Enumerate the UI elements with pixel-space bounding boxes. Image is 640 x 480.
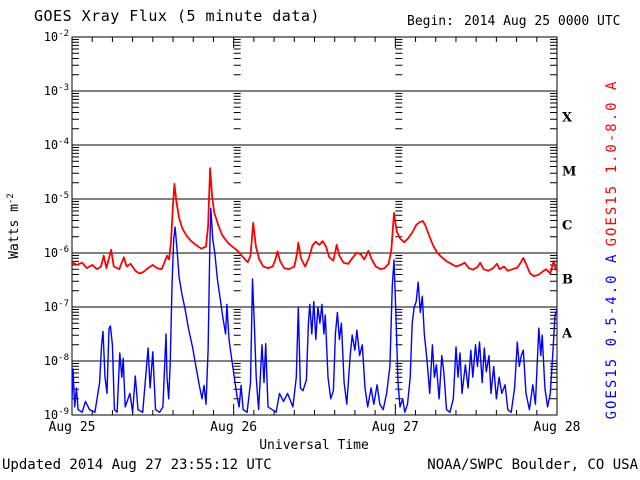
flare-class-c: C <box>562 218 573 234</box>
y-tick-label: 10-5 <box>43 190 69 206</box>
flare-class-b: B <box>562 272 573 288</box>
y-tick-label: 10-3 <box>43 82 69 98</box>
updated-timestamp: Updated 2014 Aug 27 23:55:12 UTC <box>2 457 272 473</box>
x-tick-label: Aug 27 <box>371 420 419 435</box>
begin-label: Begin: <box>407 14 454 29</box>
legend-short-channel: GOES15 0.5-4.0 A <box>604 252 620 420</box>
trace-long-channel <box>72 167 557 278</box>
x-tick-label: Aug 25 <box>48 420 96 435</box>
y-axis-title-base: Watts m <box>7 204 23 259</box>
begin-timestamp: Begin: 2014 Aug 25 0000 UTC <box>407 14 621 29</box>
flare-class-a: A <box>562 326 573 342</box>
trace-short-channel <box>72 207 557 413</box>
y-axis-title-exponent: -2 <box>5 193 16 205</box>
x-tick-label: Aug 28 <box>533 420 581 435</box>
flare-class-m: M <box>562 164 577 180</box>
y-tick-label: 10-4 <box>43 136 69 152</box>
y-tick-label: 10-6 <box>43 244 69 260</box>
y-tick-label: 10-2 <box>43 28 69 44</box>
x-axis-title: Universal Time <box>259 438 369 453</box>
legend-long-channel: GOES15 1.0-8.0 A <box>604 79 620 247</box>
y-tick-label: 10-7 <box>43 298 69 314</box>
flare-class-x: X <box>562 110 573 126</box>
source-credit: NOAA/SWPC Boulder, CO USA <box>427 457 638 473</box>
begin-value: 2014 Aug 25 0000 UTC <box>463 14 621 29</box>
page-title: GOES Xray Flux (5 minute data) <box>34 7 320 25</box>
y-tick-label: 10-9 <box>43 406 69 422</box>
y-axis-title: Watts m-2 <box>6 193 22 259</box>
x-tick-label: Aug 26 <box>210 420 258 435</box>
y-tick-label: 10-8 <box>43 352 69 368</box>
